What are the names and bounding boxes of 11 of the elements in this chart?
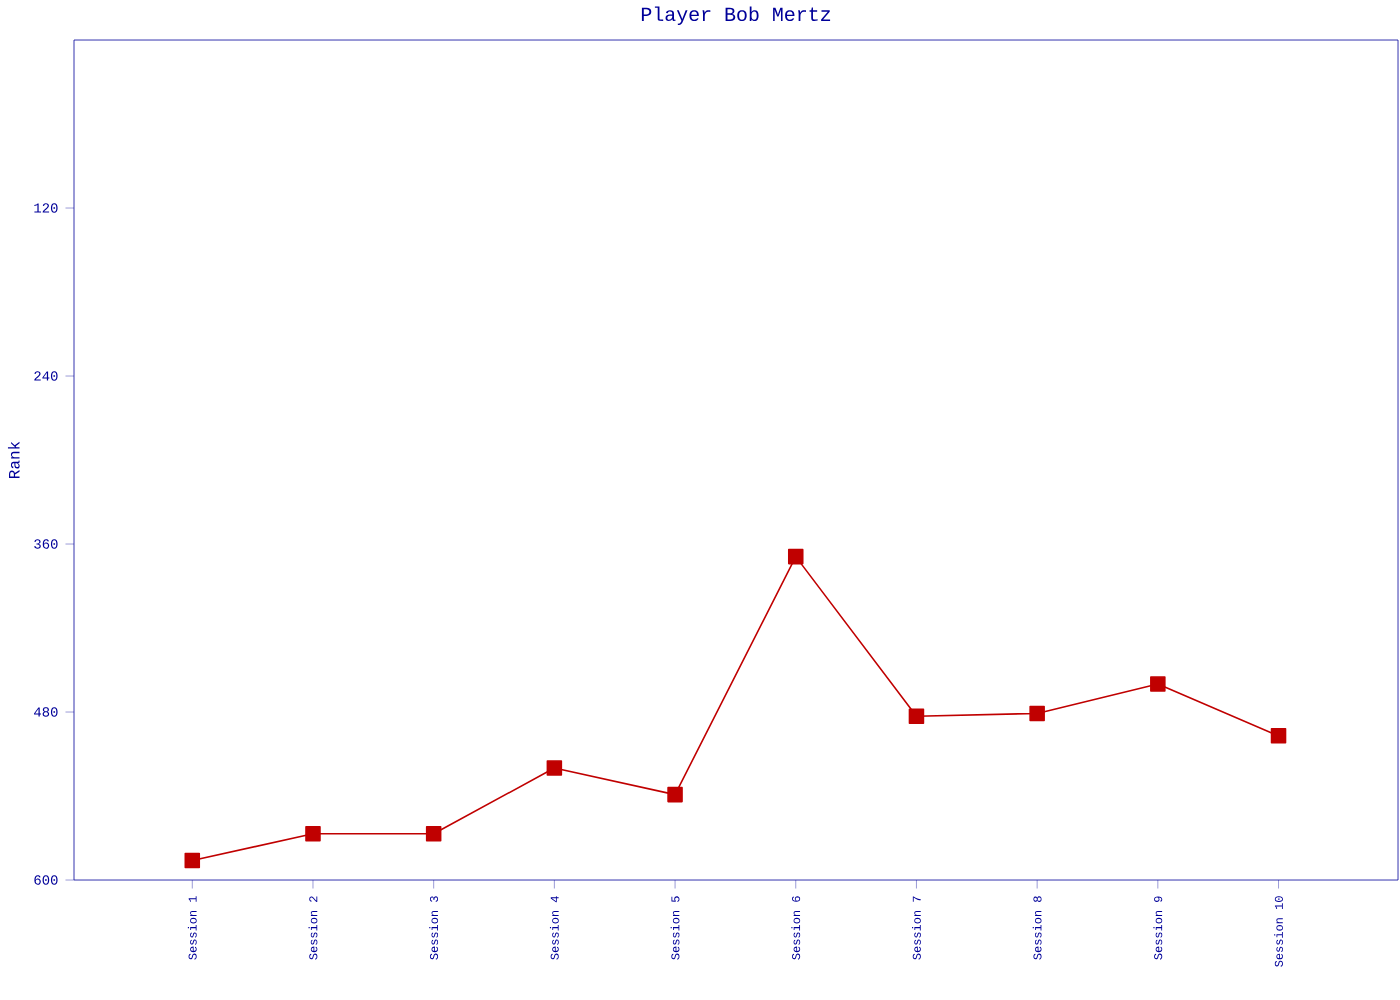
point — [184, 852, 201, 869]
point — [908, 708, 925, 724]
point — [667, 786, 683, 803]
point — [1150, 676, 1166, 692]
chart-title: Player Bob Mertz — [641, 6, 831, 26]
point — [546, 760, 563, 776]
point — [1270, 728, 1287, 744]
point — [425, 826, 442, 842]
point — [305, 826, 321, 842]
point — [787, 548, 804, 565]
point — [1029, 705, 1045, 722]
